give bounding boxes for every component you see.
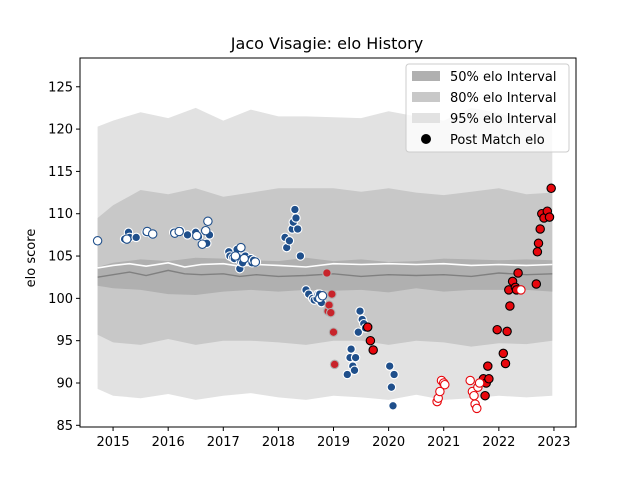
match-point-blue — [284, 236, 295, 246]
match-point-red — [368, 345, 378, 355]
match-point-white — [200, 225, 211, 236]
match-point-white — [192, 230, 202, 241]
x-tick-label: 2019 — [317, 435, 350, 450]
match-point-red — [483, 361, 493, 371]
match-point-blue — [290, 204, 300, 215]
match-point-blue — [355, 306, 365, 316]
axes: 2015 2016 2017 2018 2019 2020 2021 2022 2023 85 90… — [48, 57, 577, 450]
match-point-red — [535, 224, 545, 234]
match-point-red-hollow — [474, 378, 485, 388]
match-point-white — [230, 251, 241, 261]
match-point-red-hollow — [469, 390, 479, 401]
match-point-red-muted — [327, 289, 337, 299]
legend: 50% elo Interval 80% elo Interval 95% elo … — [405, 63, 570, 153]
x-tick-label: 2021 — [427, 435, 460, 450]
legend-label: Post Match elo — [450, 133, 545, 148]
match-point-red — [532, 247, 543, 257]
match-point-red — [531, 279, 542, 289]
chart-title: Jaco Visagie: elo History — [230, 34, 423, 53]
match-point-blue — [388, 401, 398, 411]
legend-swatch — [412, 92, 440, 102]
match-point-blue — [353, 327, 364, 337]
match-point-blue — [386, 382, 397, 392]
match-point-blue — [131, 232, 141, 243]
match-point-red-muted — [326, 307, 336, 318]
legend-swatch — [412, 113, 440, 123]
y-axis-label: elo score — [24, 229, 39, 288]
match-point-red — [533, 238, 544, 249]
match-point-red-hollow — [472, 403, 482, 414]
match-point-white — [147, 229, 158, 239]
legend-label: 95% elo Interval — [450, 112, 557, 127]
y-tick-label: 105 — [48, 250, 73, 265]
match-point-red — [546, 183, 556, 194]
match-point-red-hollow — [465, 375, 475, 386]
match-point-red — [544, 212, 555, 222]
y-tick-label: 85 — [56, 419, 73, 434]
y-tick-label: 100 — [48, 292, 73, 307]
match-point-blue — [295, 251, 306, 261]
y-tick-label: 125 — [48, 80, 73, 95]
match-point-blue — [346, 344, 356, 354]
x-tick-label: 2016 — [152, 435, 185, 450]
match-point-red-muted — [329, 359, 340, 370]
legend-marker — [421, 134, 431, 144]
match-point-blue — [182, 230, 193, 240]
match-point-blue — [291, 213, 301, 223]
match-point-white — [197, 239, 208, 249]
match-point-red-muted — [324, 300, 334, 310]
match-point-red — [505, 301, 515, 311]
match-point-blue — [292, 224, 303, 234]
match-point-blue — [389, 369, 399, 380]
match-point-red-hollow — [435, 386, 445, 397]
match-point-blue — [384, 361, 395, 371]
y-tick-label: 95 — [56, 334, 73, 349]
match-point-white — [250, 257, 261, 267]
match-point-white — [236, 242, 246, 253]
match-point-white — [92, 236, 103, 246]
mean-line — [97, 261, 553, 269]
legend-label: 50% elo Interval — [450, 70, 557, 85]
match-point-red-hollow — [440, 379, 450, 390]
match-point-red — [502, 326, 512, 337]
match-point-red — [492, 324, 502, 335]
legend-label: 80% elo Interval — [450, 91, 557, 106]
match-point-red — [365, 335, 376, 346]
y-tick-label: 110 — [48, 207, 73, 222]
plot-area — [92, 107, 556, 414]
match-point-blue — [350, 352, 361, 363]
match-point-red-muted — [322, 268, 332, 278]
axes-frame — [79, 57, 577, 428]
x-tick-label: 2017 — [207, 435, 240, 450]
match-point-red-muted — [328, 327, 339, 337]
x-tick-label: 2023 — [537, 435, 570, 450]
legend-swatch — [412, 71, 440, 81]
match-point-red — [513, 268, 523, 278]
match-point-white — [317, 291, 328, 301]
match-point-blue — [342, 369, 353, 380]
match-point-red — [484, 374, 494, 384]
y-tick-label: 115 — [48, 165, 73, 180]
match-point-red-hollow — [516, 285, 526, 295]
median-line — [97, 269, 553, 278]
legend-box — [405, 63, 570, 153]
match-point-red — [480, 390, 490, 401]
match-point-white — [203, 216, 213, 227]
match-point-white — [239, 253, 249, 264]
x-tick-label: 2022 — [482, 435, 515, 450]
y-tick-label: 90 — [56, 376, 73, 391]
match-point-white — [122, 234, 132, 244]
match-point-red — [498, 348, 509, 359]
x-tick-label: 2020 — [372, 435, 405, 450]
x-tick-label: 2018 — [262, 435, 295, 450]
y-tick-label: 120 — [48, 123, 73, 138]
x-tick-label: 2015 — [97, 435, 130, 450]
match-point-red — [500, 358, 511, 369]
match-point-blue — [349, 365, 360, 376]
match-point-white — [174, 226, 184, 237]
match-point-red — [362, 322, 373, 332]
